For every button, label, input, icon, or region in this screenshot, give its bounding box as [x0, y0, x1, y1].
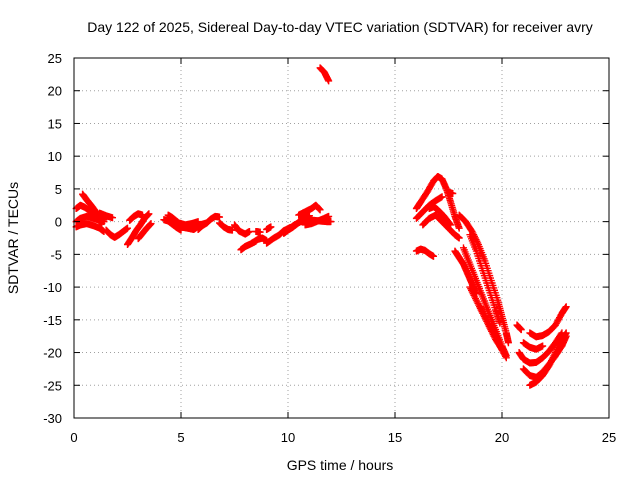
- y-tick-label: 15: [48, 116, 62, 131]
- data-point: [562, 329, 570, 337]
- data-point: [517, 326, 525, 334]
- data-point: [124, 224, 131, 232]
- data-point: [316, 206, 324, 214]
- data-point: [455, 224, 463, 232]
- y-tick-label: -10: [43, 280, 62, 295]
- x-axis-title: GPS time / hours: [287, 457, 394, 473]
- data-point: [325, 77, 333, 85]
- plot-frame: [73, 57, 610, 419]
- data-point: [539, 342, 547, 350]
- y-axis-title: SDTVAR / TECUs: [5, 182, 21, 294]
- chart-title: Day 122 of 2025, Sidereal Day-to-day VTE…: [87, 19, 593, 35]
- x-tick-label: 5: [177, 430, 184, 445]
- data-point: [138, 211, 146, 219]
- y-tick-label: -20: [43, 346, 62, 361]
- data-point: [216, 213, 224, 221]
- x-tick-label: 0: [70, 430, 77, 445]
- data-points: [72, 64, 570, 389]
- data-point: [504, 339, 512, 347]
- y-tick-label: -25: [43, 378, 62, 393]
- grid-lines: [74, 58, 609, 418]
- data-point: [446, 220, 454, 228]
- data-point: [502, 354, 510, 362]
- data-point: [245, 227, 253, 235]
- y-tick-label: -30: [43, 411, 62, 426]
- y-tick-label: 0: [55, 215, 62, 230]
- y-tick-label: -15: [43, 313, 62, 328]
- y-tick-label: -5: [50, 247, 62, 262]
- data-point: [447, 221, 455, 229]
- data-point: [496, 319, 504, 327]
- data-point: [109, 214, 117, 222]
- x-tick-label: 15: [388, 430, 402, 445]
- x-tick-label: 25: [602, 430, 616, 445]
- y-tick-label: 20: [48, 84, 62, 99]
- data-point: [267, 223, 275, 231]
- x-tick-label: 20: [495, 430, 509, 445]
- data-point: [147, 220, 155, 228]
- data-point: [438, 193, 446, 201]
- data-point: [256, 228, 264, 236]
- data-point: [430, 252, 438, 260]
- y-tick-label: 5: [55, 182, 62, 197]
- x-axis-ticks: 0 5 10 15 20 25: [70, 58, 616, 445]
- x-tick-label: 10: [281, 430, 295, 445]
- y-tick-label: 10: [48, 149, 62, 164]
- data-point: [562, 303, 570, 311]
- data-point: [501, 352, 509, 360]
- y-tick-label: 25: [48, 51, 62, 66]
- data-point: [325, 212, 333, 220]
- data-point: [327, 218, 335, 226]
- data-point: [145, 210, 153, 218]
- data-point: [228, 226, 236, 234]
- data-point: [455, 234, 463, 242]
- y-axis-ticks: -30 -25 -20 -15 -10 -5 0 5 10 15 20 25: [43, 51, 609, 426]
- data-point: [449, 189, 457, 197]
